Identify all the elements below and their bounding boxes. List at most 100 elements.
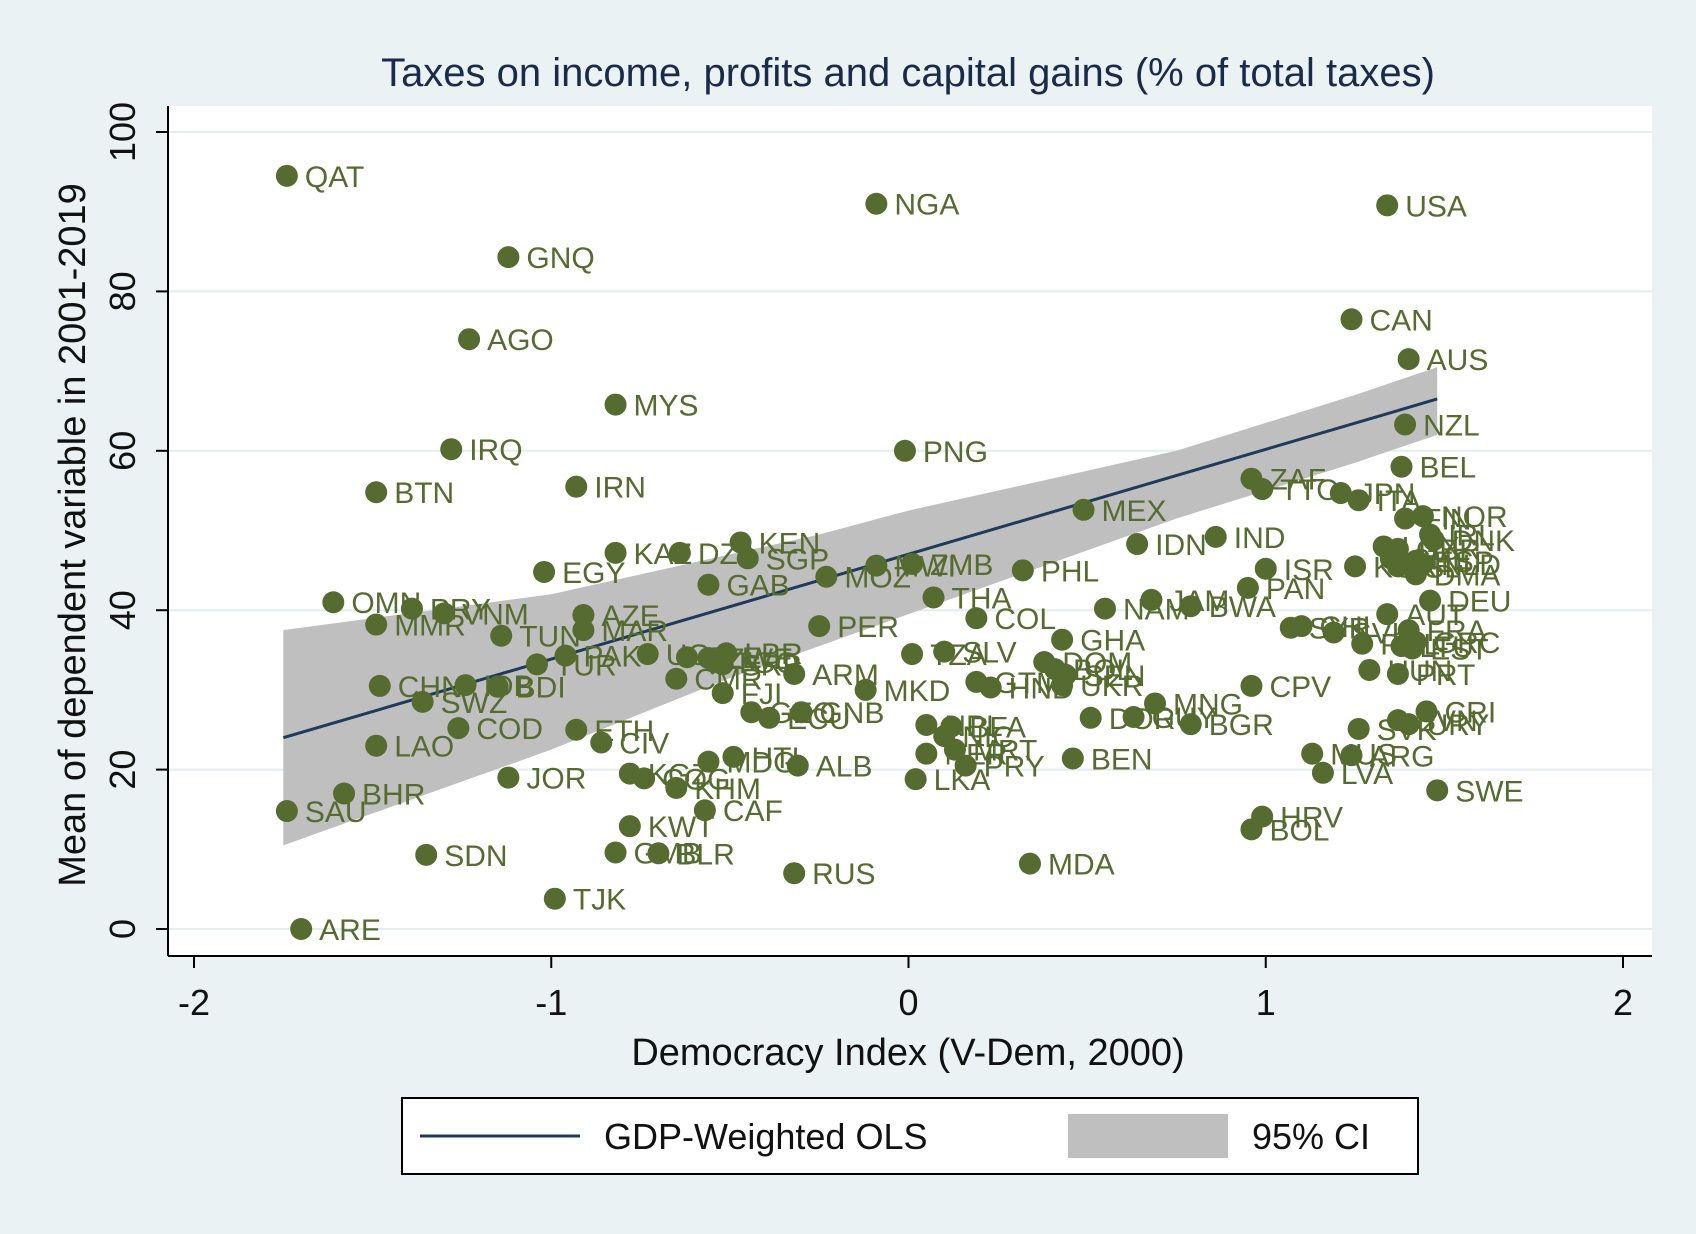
- point-label: IRL: [1448, 519, 1495, 552]
- scatter-point: [736, 547, 759, 570]
- point-label: CMR: [694, 664, 762, 697]
- scatter-point: [665, 776, 688, 799]
- point-label: UKR: [1080, 670, 1143, 703]
- scatter-point: [411, 690, 434, 713]
- point-label: COL: [994, 603, 1056, 636]
- point-label: FJI: [741, 678, 783, 711]
- scatter-point: [497, 766, 520, 789]
- point-label: COG: [662, 763, 730, 796]
- scatter-point: [1394, 507, 1417, 530]
- point-label: SLE: [705, 642, 762, 675]
- point-label: KOR: [1373, 551, 1438, 584]
- scatter-point: [758, 706, 781, 729]
- scatter-point: [497, 246, 520, 269]
- point-label: TUN: [519, 621, 581, 654]
- scatter-point: [533, 560, 556, 583]
- scatter-point: [865, 192, 888, 215]
- point-label: MOZ: [844, 562, 911, 595]
- point-label: KWT: [648, 811, 715, 844]
- x-tick-label: -2: [178, 982, 210, 1023]
- point-label: BLR: [676, 838, 734, 871]
- point-label: ISR: [1284, 554, 1334, 587]
- scatter-point: [1397, 348, 1420, 371]
- point-label: MMR: [394, 610, 466, 643]
- scatter-point: [1122, 705, 1145, 728]
- scatter-point: [954, 754, 977, 777]
- scatter-point: [636, 643, 659, 666]
- point-label: SDN: [444, 840, 507, 873]
- scatter-point: [922, 586, 945, 609]
- point-label: AZE: [601, 600, 659, 633]
- point-label: BOL: [1073, 654, 1133, 687]
- scatter-point: [786, 754, 809, 777]
- y-tick-label: 100: [102, 102, 143, 162]
- point-label: ALB: [816, 751, 873, 784]
- point-label: NZL: [1423, 409, 1480, 442]
- x-tick-label: 0: [898, 982, 918, 1023]
- scatter-point: [808, 615, 831, 638]
- point-label: ZAF: [1269, 464, 1326, 497]
- point-label: CPV: [1269, 671, 1331, 704]
- point-label: PHL: [1041, 555, 1099, 588]
- point-label: BFA: [969, 712, 1026, 745]
- scatter-point: [1061, 747, 1084, 770]
- point-label: TGO: [734, 647, 799, 680]
- scatter-point: [486, 675, 509, 698]
- point-label: ARG: [1369, 740, 1434, 773]
- point-label: AUS: [1427, 344, 1489, 377]
- point-label: ESP: [1434, 546, 1494, 579]
- scatter-point: [590, 731, 613, 754]
- point-label: ARM: [812, 659, 879, 692]
- scatter-point: [1386, 555, 1409, 578]
- point-label: GEO: [769, 697, 836, 730]
- point-label: RUS: [812, 858, 875, 891]
- point-label: KHM: [694, 773, 761, 806]
- scatter-point: [1390, 455, 1413, 478]
- point-label: COD: [476, 713, 543, 746]
- point-label: CIV: [619, 728, 669, 761]
- scatter-point: [604, 393, 627, 416]
- point-label: PAN: [1266, 573, 1325, 606]
- point-label: CHL: [1319, 611, 1379, 644]
- point-label: DOR: [1109, 703, 1176, 736]
- point-label: SWZ: [441, 687, 508, 720]
- point-label: LUX: [1402, 531, 1460, 564]
- scatter-point: [1351, 632, 1374, 655]
- point-label: JOR: [526, 763, 586, 796]
- point-label: CHN: [398, 671, 463, 704]
- point-label: ITA: [1377, 485, 1421, 518]
- point-label: MEX: [1102, 495, 1167, 528]
- scatter-point: [290, 918, 313, 940]
- scatter-point: [1344, 555, 1367, 578]
- y-axis-title: Mean of dependent variable in 2001-2019: [52, 183, 94, 887]
- scatter-point: [740, 701, 763, 724]
- point-label: JPN: [1359, 478, 1416, 511]
- point-label: HRV: [1280, 802, 1343, 835]
- x-tick-label: 2: [1613, 982, 1633, 1023]
- point-label: KEN: [759, 527, 821, 560]
- point-label: SWE: [1455, 775, 1523, 808]
- point-label: BEN: [1091, 743, 1153, 776]
- point-label: DEU: [1448, 586, 1511, 619]
- point-label: ECU: [787, 703, 850, 736]
- scatter-point: [1290, 615, 1313, 638]
- scatter-point: [1404, 563, 1427, 586]
- scatter-point: [565, 475, 588, 498]
- point-label: PRT: [1416, 659, 1475, 692]
- point-label: IRN: [594, 472, 646, 505]
- point-label: IDB: [484, 670, 534, 703]
- scatter-point: [1340, 308, 1363, 331]
- scatter-point: [1419, 589, 1442, 612]
- scatter-point: [415, 843, 438, 866]
- point-label: PNG: [923, 436, 988, 469]
- point-labels-layer: QAT NGA USA GNQ CAN AGO AUS MYS NZL IRQ PNG BEL IRN B…: [305, 161, 1524, 947]
- scatter-point: [368, 674, 391, 697]
- scatter-point: [1018, 852, 1041, 875]
- point-label: POL: [1380, 629, 1440, 662]
- points-layer: [275, 164, 1449, 940]
- point-label: URY: [1427, 709, 1490, 742]
- point-label: MDG: [726, 747, 796, 780]
- point-label: IND: [1234, 522, 1286, 555]
- point-label: BHR: [362, 779, 425, 812]
- point-label: NGA: [894, 189, 959, 222]
